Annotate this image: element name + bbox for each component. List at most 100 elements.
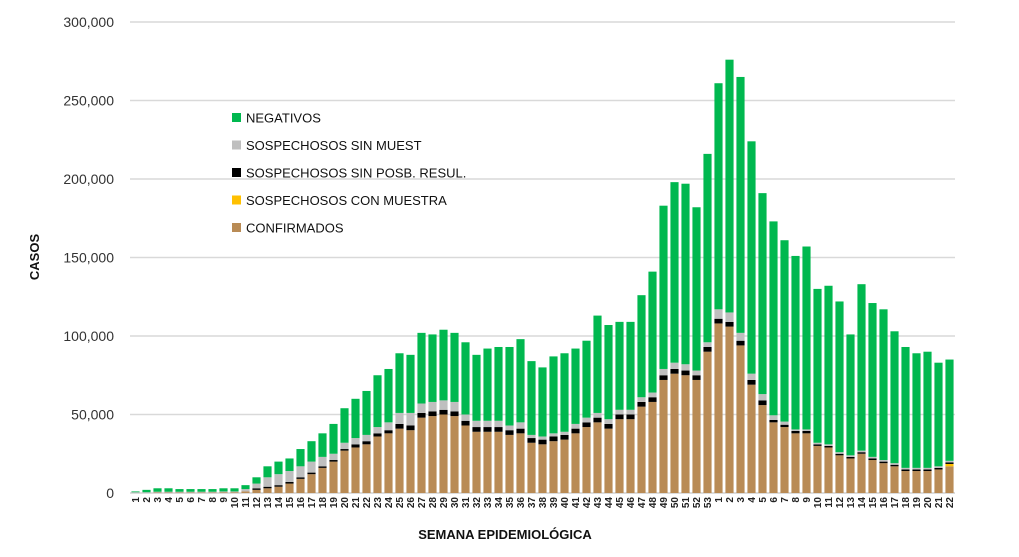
bar-segment-confirmados: [725, 326, 734, 493]
bar-segment-confirmados: [637, 406, 646, 493]
x-tick-label: 38: [538, 497, 549, 509]
bar-segment-sospechosos-sin-posb-resul-: [296, 477, 305, 479]
x-tick-label: 29: [439, 497, 450, 509]
bar-segment-sospechosos-sin-posb-resul-: [395, 423, 404, 429]
legend: NEGATIVOS SOSPECHOSOS SIN MUEST SOSPECHOSO…: [232, 111, 466, 236]
bar-segment-sospechosos-sin-muest: [648, 392, 657, 398]
bar-segment-confirmados: [934, 469, 943, 493]
bar-segment-confirmados: [593, 422, 602, 493]
bar-segment-negativos: [461, 342, 470, 415]
bar-segment-sospechosos-sin-muest: [791, 429, 800, 431]
bar-segment-sospechosos-sin-muest: [912, 467, 921, 470]
legend-swatch: [232, 223, 241, 232]
bar-segment-sospechosos-sin-muest: [131, 492, 140, 493]
bar-segment-sospechosos-sin-muest: [208, 491, 217, 493]
x-tick-label: 45: [615, 497, 626, 509]
bar-segment-sospechosos-sin-muest: [142, 492, 151, 493]
bar-segment-confirmados: [483, 431, 492, 493]
bar-segment-sospechosos-sin-muest: [417, 403, 426, 413]
bar-segment-confirmados: [747, 384, 756, 493]
bar-segment-sospechosos-sin-muest: [725, 312, 734, 322]
bar-segment-sospechosos-sin-posb-resul-: [626, 414, 635, 420]
bar-segment-confirmados: [340, 450, 349, 493]
bar-segment-confirmados: [791, 433, 800, 493]
bar-segment-confirmados: [230, 492, 239, 493]
x-tick-label: 11: [824, 497, 835, 508]
bar-segment-sospechosos-sin-muest: [582, 417, 591, 423]
bar-segment-sospechosos-sin-posb-resul-: [373, 433, 382, 437]
bar-segment-confirmados: [758, 405, 767, 493]
bar-segment-confirmados: [879, 463, 888, 493]
bar-segment-sospechosos-sin-muest: [626, 409, 635, 415]
bar-segment-sospechosos-sin-posb-resul-: [450, 411, 459, 417]
bar-segment-sospechosos-sin-muest: [505, 425, 514, 431]
bar-segment-sospechosos-sin-muest: [384, 422, 393, 431]
bar-segment-confirmados: [692, 379, 701, 493]
legend-label: SOSPECHOSOS SIN POSB. RESUL.: [246, 166, 466, 181]
bar-segment-sospechosos-sin-muest: [428, 401, 437, 412]
bar-segment-sospechosos-sin-muest: [538, 436, 547, 440]
x-tick-label: 26: [406, 497, 417, 509]
bar-segment-confirmados: [527, 442, 536, 493]
x-tick-label: 27: [417, 497, 428, 509]
bar-segment-sospechosos-sin-posb-resul-: [428, 411, 437, 417]
bar-segment-sospechosos-sin-muest: [824, 444, 833, 446]
legend-label: NEGATIVOS: [246, 111, 321, 126]
bar-segment-confirmados: [373, 436, 382, 493]
bar-segment-sospechosos-sin-posb-resul-: [637, 401, 646, 407]
bar-segment-sospechosos-sin-muest: [659, 368, 668, 376]
bar-segment-sospechosos-sin-posb-resul-: [615, 414, 624, 420]
bar-segment-sospechosos-sin-posb-resul-: [417, 412, 426, 418]
x-tick-label: 2: [142, 497, 153, 503]
bar-segment-negativos: [362, 390, 371, 435]
bar-segment-sospechosos-sin-muest: [527, 434, 536, 439]
bar-segment-confirmados: [351, 447, 360, 493]
x-tick-label: 18: [318, 497, 329, 509]
bar-segment-confirmados: [406, 430, 415, 493]
bar-segment-sospechosos-sin-posb-resul-: [362, 441, 371, 445]
bar-segment-sospechosos-sin-posb-resul-: [340, 449, 349, 451]
bar-segment-sospechosos-sin-muest: [274, 474, 283, 486]
bar-segment-sospechosos-sin-muest: [813, 442, 822, 445]
bar-segment-sospechosos-sin-posb-resul-: [252, 488, 261, 490]
bar-segment-negativos: [604, 325, 613, 420]
bar-segment-confirmados: [802, 433, 811, 493]
bar-segment-sospechosos-sin-posb-resul-: [802, 430, 811, 434]
x-tick-label: 15: [285, 497, 296, 509]
bar-segment-sospechosos-sin-posb-resul-: [857, 452, 866, 454]
bar-segment-confirmados: [395, 428, 404, 493]
gridlines: [130, 21, 955, 494]
bar-segment-confirmados: [813, 445, 822, 493]
x-tick-label: 16: [879, 497, 890, 509]
bar-segment-sospechosos-sin-muest: [714, 309, 723, 319]
bar-segment-negativos: [285, 458, 294, 472]
bar-segment-sospechosos-sin-posb-resul-: [659, 375, 668, 380]
bar-segment-sospechosos-sin-muest: [945, 460, 954, 463]
bar-segment-sospechosos-sin-posb-resul-: [879, 461, 888, 464]
bar-segment-negativos: [230, 488, 239, 492]
x-tick-label: 37: [527, 497, 538, 509]
bar-segment-negativos: [516, 339, 525, 423]
bar-segment-negativos: [934, 362, 943, 467]
x-tick-label: 41: [571, 497, 582, 509]
bar-segment-confirmados: [670, 373, 679, 493]
bar-segment-confirmados: [571, 433, 580, 493]
bar-segment-sospechosos-sin-muest: [670, 362, 679, 369]
bar-segment-sospechosos-sin-posb-resul-: [670, 368, 679, 374]
x-tick-label: 21: [934, 497, 945, 509]
x-tick-label: 18: [901, 497, 912, 509]
bar-segment-negativos: [142, 489, 151, 493]
bar-segment-negativos: [263, 466, 272, 478]
x-tick-label: 4: [747, 497, 758, 503]
bar-segment-negativos: [736, 76, 745, 333]
bar-segment-sospechosos-sin-muest: [835, 452, 844, 454]
bar-segment-sospechosos-sin-muest: [615, 409, 624, 415]
bar-segment-sospechosos-sin-posb-resul-: [769, 419, 778, 423]
x-tick-label: 22: [945, 497, 956, 509]
x-tick-label: 11: [241, 497, 252, 508]
bar-segment-sospechosos-sin-posb-resul-: [505, 430, 514, 435]
x-tick-label: 24: [384, 497, 395, 509]
bar-segment-confirmados: [868, 460, 877, 493]
bar-segment-negativos: [274, 461, 283, 475]
bar-segment-confirmados: [703, 351, 712, 493]
